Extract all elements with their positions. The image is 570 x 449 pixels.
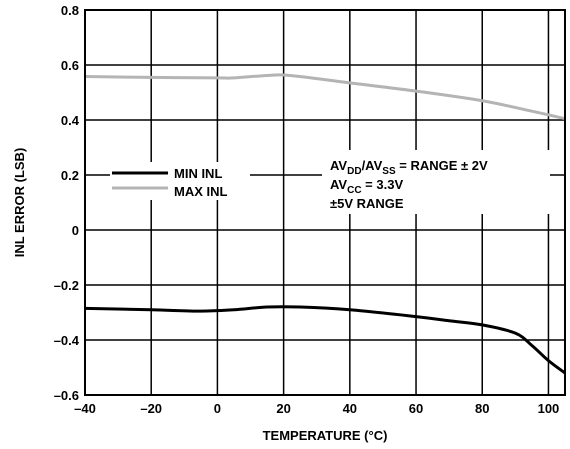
x-tick-label: –20 (140, 401, 162, 416)
x-tick-label: 80 (475, 401, 489, 416)
x-tick-label: 0 (214, 401, 221, 416)
x-tick-label: –40 (74, 401, 96, 416)
y-tick-label: 0.4 (61, 113, 80, 128)
x-tick-labels: –40 –20 0 20 40 60 80 100 (74, 401, 559, 416)
y-tick-label: –0.6 (54, 388, 79, 403)
annotation-line-3: ±5V RANGE (330, 196, 404, 211)
y-tick-label: 0.6 (61, 58, 79, 73)
plot-frame (84, 9, 566, 396)
y-tick-label: 0.2 (61, 168, 79, 183)
annotation-background (322, 150, 550, 214)
x-tick-label: 40 (343, 401, 357, 416)
y-tick-label: –0.2 (54, 278, 79, 293)
y-axis-label: INL ERROR (LSB) (12, 148, 27, 258)
legend-label-min-inl: MIN INL (174, 166, 222, 181)
x-tick-label: 100 (538, 401, 560, 416)
series-lines (84, 73, 566, 375)
annotation-line-2: AVCC = 3.3V (330, 177, 403, 196)
y-tick-label: –0.4 (54, 333, 80, 348)
series-line-max-inl (84, 73, 566, 121)
x-tick-label: 60 (409, 401, 423, 416)
y-tick-label: 0.8 (61, 3, 79, 18)
legend-background (110, 162, 250, 200)
x-axis-label: TEMPERATURE (°C) (263, 428, 388, 443)
annotation-line-1: AVDD/AVSS = RANGE ± 2V (330, 158, 488, 177)
legend-label-max-inl: MAX INL (174, 184, 228, 199)
y-tick-labels: –0.6 –0.4 –0.2 0 0.2 0.4 0.6 0.8 (54, 3, 80, 403)
series-line-min-inl (84, 305, 566, 375)
y-tick-label: 0 (72, 223, 79, 238)
x-tick-label: 20 (276, 401, 290, 416)
